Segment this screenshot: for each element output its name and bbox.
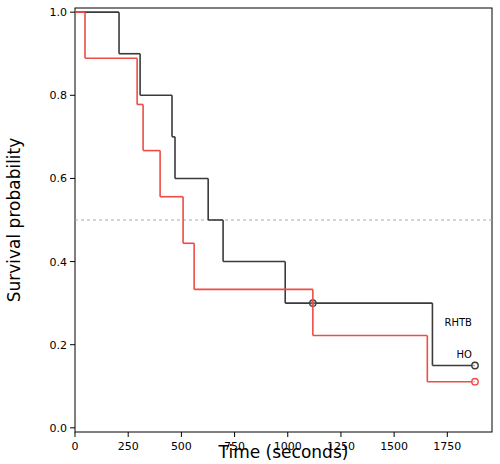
step-drop: [427, 336, 429, 382]
chart: 025050075010001250150017500.00.20.40.60.…: [0, 0, 500, 464]
x-tick-label: 500: [171, 440, 192, 453]
y-axis-label: Survival probability: [4, 138, 24, 303]
step-segment: [160, 196, 183, 198]
step-drop: [182, 197, 184, 244]
step-drop: [284, 262, 286, 304]
y-tick: [70, 95, 75, 96]
step-segment: [75, 11, 85, 13]
step-segment: [183, 242, 194, 244]
x-tick: [340, 432, 341, 437]
x-tick: [128, 432, 129, 437]
step-segment: [427, 381, 475, 383]
step-drop: [222, 220, 224, 262]
step-drop: [171, 95, 173, 137]
series-label: HO: [457, 349, 473, 360]
step-segment: [75, 11, 119, 13]
step-drop: [312, 289, 314, 335]
x-tick-label: 1500: [380, 440, 408, 453]
plot-area: [75, 12, 492, 385]
step-drop: [84, 12, 86, 58]
step-drop: [193, 243, 195, 289]
step-segment: [223, 261, 285, 263]
step-segment: [313, 335, 427, 337]
x-tick: [394, 432, 395, 437]
step-drop: [159, 151, 161, 197]
step-segment: [208, 219, 223, 221]
x-tick-label: 250: [118, 440, 139, 453]
x-tick-label: 0: [72, 440, 79, 453]
y-tick-label: 0.8: [50, 89, 68, 102]
step-segment: [140, 94, 172, 96]
series-label: RHTB: [445, 317, 473, 328]
step-drop: [142, 104, 144, 150]
step-segment: [285, 302, 432, 304]
reference-line: [75, 220, 492, 221]
y-tick: [70, 12, 75, 13]
step-segment: [137, 104, 143, 106]
x-tick: [75, 432, 76, 437]
step-drop: [136, 58, 138, 104]
x-tick: [234, 432, 235, 437]
x-axis-label: Time (seconds): [218, 442, 349, 462]
step-segment: [175, 178, 208, 180]
step-segment: [143, 150, 160, 152]
step-drop: [139, 54, 141, 96]
step-segment: [119, 53, 140, 55]
step-drop: [174, 137, 176, 179]
step-segment: [194, 289, 313, 291]
step-segment: [432, 365, 475, 367]
plot-frame: [75, 8, 492, 432]
y-tick-label: 0.2: [50, 339, 68, 352]
step-drop: [207, 178, 209, 220]
y-tick: [70, 344, 75, 345]
end-marker: [472, 379, 478, 385]
y-tick-label: 0.4: [50, 256, 68, 269]
y-tick: [70, 178, 75, 179]
step-segment: [85, 57, 137, 59]
y-tick-label: 1.0: [50, 6, 68, 19]
y-tick-label: 0.6: [50, 172, 68, 185]
x-tick: [287, 432, 288, 437]
end-marker: [472, 362, 478, 368]
x-tick-label: 1750: [433, 440, 461, 453]
step-drop: [432, 303, 434, 365]
y-tick-label: 0.0: [50, 422, 68, 435]
y-tick: [70, 427, 75, 428]
x-tick: [181, 432, 182, 437]
y-tick: [70, 261, 75, 262]
x-tick: [447, 432, 448, 437]
step-drop: [118, 12, 120, 54]
